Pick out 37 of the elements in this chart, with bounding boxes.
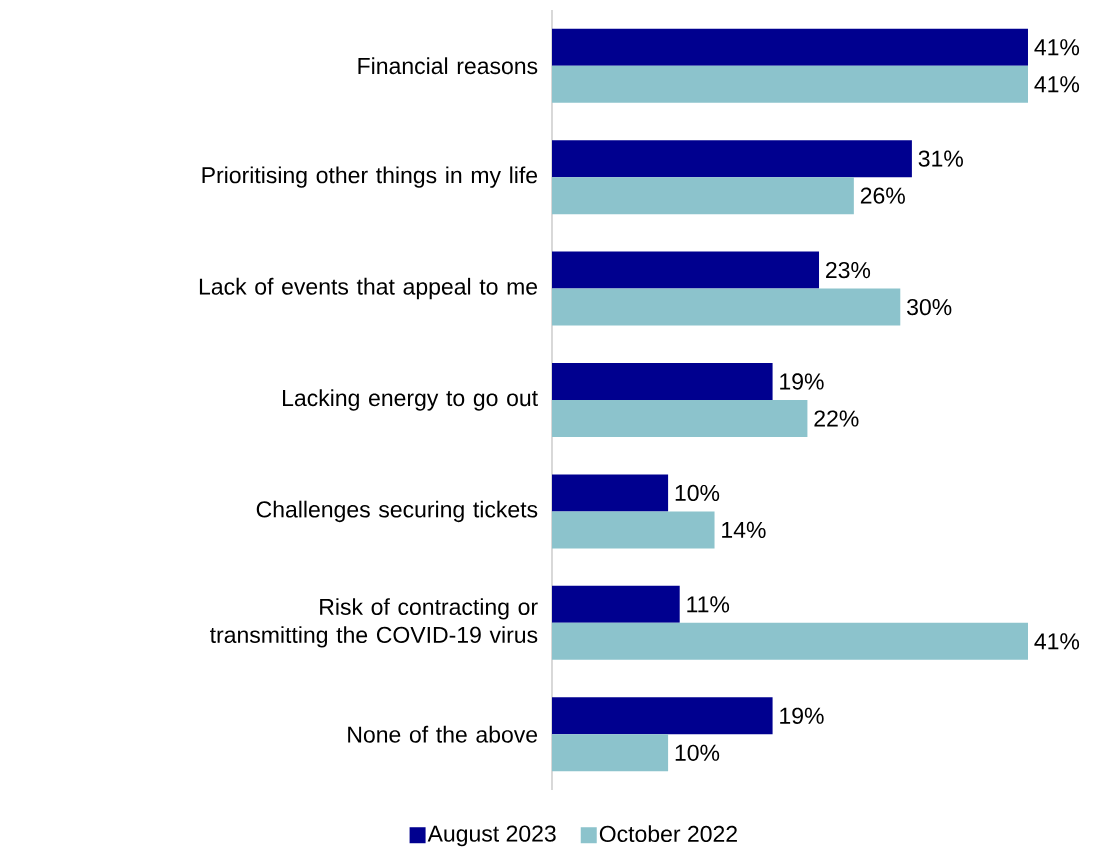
data-label: 41% — [1034, 76, 1080, 93]
y-tick-label: Lacking energy to go out — [283, 389, 538, 411]
data-label: 19% — [780, 707, 824, 724]
bar — [552, 177, 854, 215]
bar — [552, 511, 715, 549]
bar — [552, 474, 669, 512]
data-label: 10% — [675, 484, 720, 502]
y-tick-label: Lack of events that appeal to me — [199, 277, 538, 300]
bar — [552, 585, 680, 623]
bar — [552, 251, 820, 289]
y-tick-label: Challenges securing tickets — [256, 500, 538, 523]
bar — [552, 400, 808, 437]
data-label: 26% — [860, 187, 905, 204]
data-label: 31% — [918, 150, 963, 167]
y-tick-label: Financial reasons — [358, 57, 538, 75]
bar — [552, 734, 669, 772]
data-label: 19% — [780, 373, 824, 390]
data-label: 11% — [687, 596, 730, 613]
bar — [552, 288, 901, 326]
data-label: 22% — [814, 410, 859, 427]
bar — [552, 363, 773, 400]
y-tick-label: None of the above — [348, 725, 538, 743]
data-label: 41% — [1034, 39, 1080, 56]
data-label: 30% — [907, 298, 952, 316]
bar — [552, 140, 912, 178]
data-label: 23% — [826, 261, 871, 279]
data-label: 14% — [722, 521, 766, 538]
bar — [552, 28, 1028, 66]
y-tick-label: Prioritising other things in my life — [202, 166, 538, 188]
legend-label: October 2022 — [599, 825, 737, 843]
bar — [552, 65, 1028, 103]
bar — [552, 622, 1028, 660]
bar — [552, 697, 773, 735]
data-label: 10% — [675, 744, 720, 761]
legend-label: August 2023 — [427, 825, 556, 847]
y-tick-label: Risk of contracting or transmitting the COVID-19 virus — [209, 598, 538, 648]
data-label: 41% — [1034, 633, 1080, 650]
